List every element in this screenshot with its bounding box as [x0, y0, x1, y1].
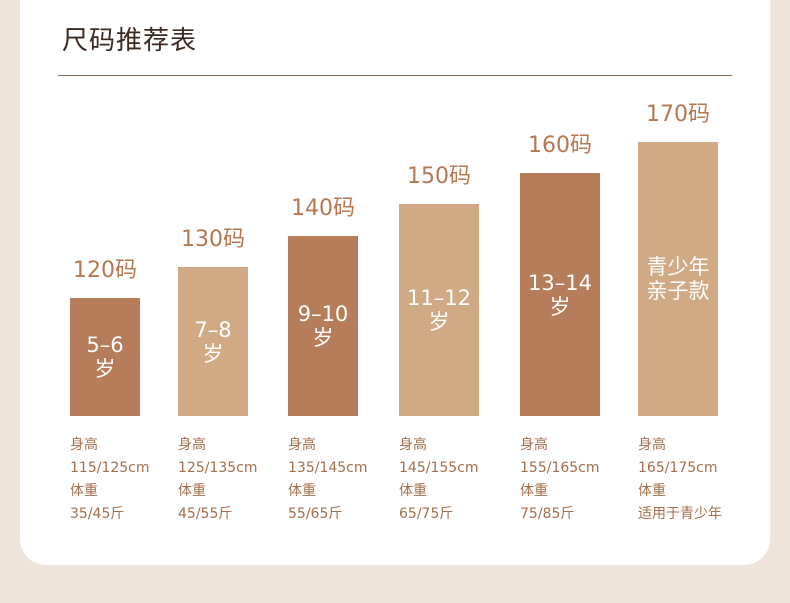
info-height-label: 身高 [638, 437, 666, 453]
size-bar: 11–12 岁 [399, 204, 479, 416]
info-height: 125/135cm [178, 460, 258, 476]
info-weight-label: 体重 [399, 483, 427, 499]
bar-age-label: 7–8 岁 [194, 317, 232, 366]
info-weight-label: 体重 [70, 483, 98, 499]
size-bar: 5–6 岁 [70, 298, 140, 416]
bar-age-label: 5–6 岁 [86, 333, 124, 381]
bar-size-label: 140码 [291, 196, 355, 221]
info-weight-label: 体重 [178, 483, 206, 499]
info-height: 145/155cm [399, 460, 479, 476]
title-divider [58, 75, 732, 76]
info-weight: 适用于青少年 [638, 506, 722, 522]
page-title: 尺码推荐表 [62, 26, 198, 56]
info-weight: 75/85斤 [520, 506, 575, 522]
info-height-label: 身高 [178, 437, 206, 453]
bar-age-label: 11–12 岁 [407, 286, 471, 334]
size-bar: 青少年 亲子款 [638, 142, 718, 416]
bar-info: 身高 145/155cm 体重 65/75斤 [399, 434, 479, 526]
info-height: 135/145cm [288, 460, 368, 476]
bar-age-label: 9–10 岁 [297, 302, 349, 350]
info-weight: 65/75斤 [399, 506, 454, 522]
bar-age-label: 青少年 亲子款 [646, 255, 710, 303]
size-bar: 13–14 岁 [520, 173, 600, 416]
bar-size-label: 130码 [181, 227, 245, 252]
bar-info: 身高 135/145cm 体重 55/65斤 [288, 434, 368, 526]
bar-size-label: 120码 [73, 258, 137, 283]
size-bar: 9–10 岁 [288, 236, 358, 416]
size-bar: 7–8 岁 [178, 267, 248, 416]
info-weight: 35/45斤 [70, 506, 125, 522]
info-weight-label: 体重 [288, 483, 316, 499]
info-height-label: 身高 [399, 437, 427, 453]
bar-info: 身高 155/165cm 体重 75/85斤 [520, 434, 600, 526]
bar-info: 身高 165/175cm 体重适用于青少年 [638, 434, 722, 526]
info-weight-label: 体重 [520, 483, 548, 499]
bar-size-label: 160码 [528, 133, 592, 158]
bar-size-label: 150码 [407, 164, 471, 189]
info-height-label: 身高 [520, 437, 548, 453]
info-weight: 55/65斤 [288, 506, 343, 522]
info-height-label: 身高 [70, 437, 98, 453]
info-height: 165/175cm [638, 460, 718, 476]
bar-info: 身高 115/125cm 体重 35/45斤 [70, 434, 150, 526]
info-weight: 45/55斤 [178, 506, 233, 522]
info-height: 155/165cm [520, 460, 600, 476]
info-height-label: 身高 [288, 437, 316, 453]
bar-age-label: 13–14 岁 [528, 270, 592, 319]
bar-size-label: 170码 [646, 102, 710, 127]
info-height: 115/125cm [70, 460, 150, 476]
info-weight-label: 体重 [638, 483, 666, 499]
bar-info: 身高 125/135cm 体重 45/55斤 [178, 434, 258, 526]
